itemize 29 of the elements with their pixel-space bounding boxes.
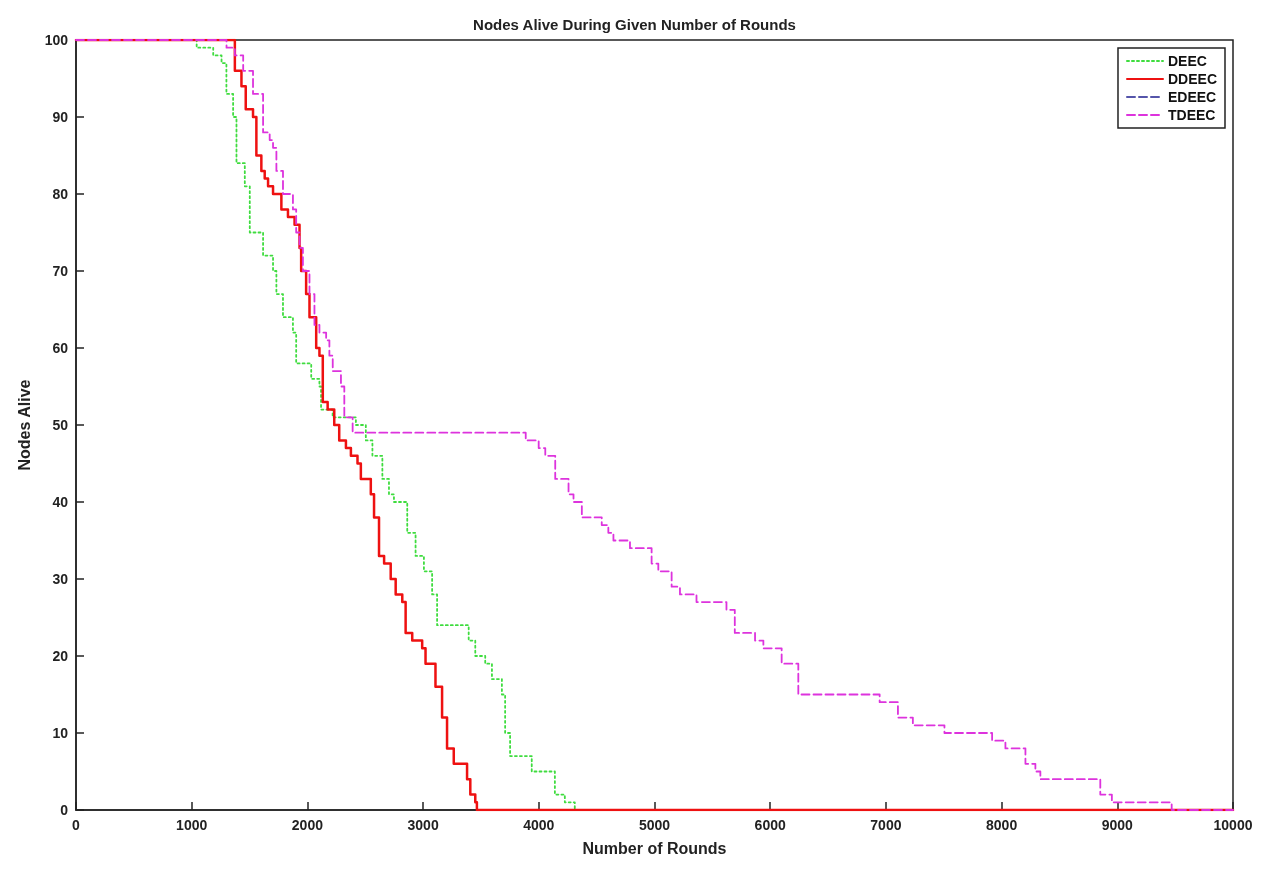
chart-title: Nodes Alive During Given Number of Rounds	[473, 16, 796, 33]
legend-label: EDEEC	[1167, 89, 1217, 105]
x-tick-label: 1000	[176, 817, 208, 833]
y-tick-label: 80	[52, 186, 69, 202]
legend-label: DEEC	[1167, 53, 1207, 69]
x-axis-title: Number of Rounds	[582, 839, 727, 857]
x-tick-label: 5000	[638, 817, 671, 833]
y-tick-label: 90	[52, 109, 69, 125]
x-tick-label: 7000	[870, 817, 902, 833]
x-tick-label: 8000	[986, 817, 1018, 833]
y-tick-label: 30	[52, 571, 69, 587]
y-axis-title: Nodes Alive	[15, 379, 33, 471]
y-tick-label: 70	[52, 263, 69, 279]
x-tick-label: 9000	[1101, 817, 1134, 833]
y-tick-label: 50	[52, 417, 69, 433]
y-tick-label: 40	[52, 494, 69, 510]
y-tick-label: 100	[44, 32, 69, 48]
y-tick-label: 0	[60, 802, 69, 818]
y-tick-label: 10	[52, 725, 69, 741]
legend-label: TDEEC	[1167, 107, 1216, 123]
x-tick-label: 6000	[754, 817, 786, 833]
y-tick-label: 20	[52, 648, 69, 664]
x-tick-label: 10000	[1213, 817, 1253, 833]
x-tick-label: 2000	[291, 817, 324, 833]
x-tick-label: 4000	[523, 817, 555, 833]
x-tick-label: 0	[72, 817, 81, 833]
y-tick-label: 60	[52, 340, 69, 356]
legend-label: DDEEC	[1167, 71, 1218, 87]
x-tick-label: 3000	[407, 817, 439, 833]
